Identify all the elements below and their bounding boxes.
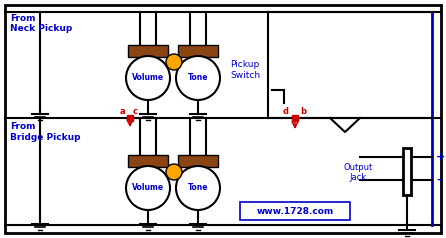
Circle shape	[166, 164, 182, 180]
Bar	[128, 155, 168, 167]
Circle shape	[166, 54, 182, 70]
Text: Volume: Volume	[132, 183, 164, 193]
Text: -: -	[436, 175, 441, 185]
Text: Tone: Tone	[188, 74, 208, 83]
Text: +: +	[436, 152, 445, 162]
Text: www.1728.com: www.1728.com	[256, 208, 334, 217]
Text: c: c	[133, 107, 138, 116]
Bar	[178, 45, 218, 57]
Text: From: From	[10, 122, 36, 131]
Bar	[403, 148, 411, 195]
Bar	[178, 155, 218, 167]
Circle shape	[126, 56, 170, 100]
Bar	[128, 45, 168, 57]
Text: b: b	[300, 107, 306, 116]
Text: Bridge Pickup: Bridge Pickup	[10, 133, 80, 142]
Text: From: From	[10, 14, 36, 23]
Circle shape	[176, 166, 220, 210]
Text: Output: Output	[343, 163, 372, 172]
Circle shape	[176, 56, 220, 100]
Text: Jack: Jack	[349, 173, 367, 182]
Bar	[240, 202, 350, 220]
Text: Pickup: Pickup	[230, 60, 259, 69]
Text: d: d	[283, 107, 289, 116]
Text: Volume: Volume	[132, 74, 164, 83]
Text: Tone: Tone	[188, 183, 208, 193]
Text: Neck Pickup: Neck Pickup	[10, 24, 72, 33]
Text: a: a	[120, 107, 126, 116]
Circle shape	[126, 166, 170, 210]
Text: Switch: Switch	[230, 71, 260, 80]
